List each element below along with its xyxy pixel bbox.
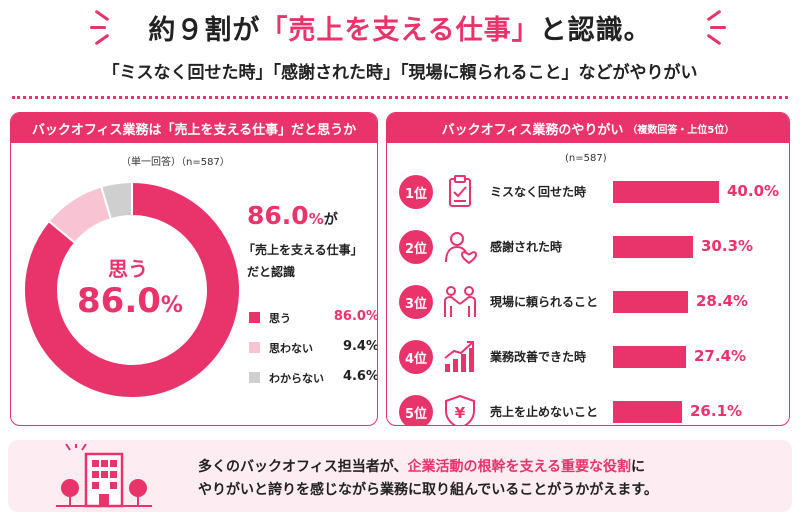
yen-shield-icon: ¥ — [445, 394, 475, 425]
right-panel-title: バックオフィス業務のやりがい （複数回答・上位5位） — [387, 113, 789, 143]
legend-value: 4.6% — [342, 369, 378, 384]
rank-value: 40.0% — [727, 182, 780, 200]
legend-item-1: 思う 86.0% — [249, 309, 378, 327]
rank-badge: 1位 — [399, 175, 433, 209]
title-post: と認識。 — [539, 15, 652, 46]
legend-label: 思う — [269, 312, 291, 325]
legend-swatch — [249, 372, 260, 383]
donut-center-unit: % — [160, 293, 183, 318]
rank-badge: 3位 — [399, 285, 433, 319]
rank-value: 30.3% — [701, 237, 754, 255]
rank-bar — [613, 401, 682, 423]
rank-bar — [613, 181, 719, 203]
legend-item-3: わからない 4.6% — [249, 369, 378, 387]
donut-chart — [23, 180, 241, 399]
rank-bar — [613, 346, 686, 368]
donut-slice-1 — [23, 180, 241, 399]
donut-center-number: 86.0 — [77, 281, 161, 321]
right-panel-title-sub: （複数回答・上位5位） — [627, 124, 735, 136]
rank-row-3: 3位 現場に頼られること 28.4% — [387, 281, 789, 321]
handshake-icon — [444, 286, 476, 317]
rank-bar — [613, 291, 688, 313]
summary-line1-highlight: 企業活動の根幹を支える重要な役割 — [407, 459, 632, 475]
legend-item-2: 思わない 9.4% — [249, 339, 378, 357]
left-panel-title: バックオフィス業務は「売上を支える仕事」だと思うか — [11, 113, 377, 143]
rank-label: 現場に頼られること — [490, 295, 599, 309]
rank-row-5: 5位 ¥ 売上を止めないこと 26.1% — [387, 391, 789, 425]
donut-center-label: 思う — [108, 257, 148, 281]
right-panel: バックオフィス業務のやりがい （複数回答・上位5位） (n=587) 1位 ミスなく… — [386, 112, 790, 426]
svg-text:¥: ¥ — [455, 404, 466, 422]
legend-swatch — [249, 342, 260, 353]
rank-row-4: 4位 業務改善できた時 27.4% — [387, 336, 789, 376]
growth-chart-icon — [444, 341, 474, 372]
building-icon — [56, 444, 152, 508]
rank-value: 26.1% — [690, 402, 743, 420]
rank-label: ミスなく回せた時 — [490, 185, 587, 199]
left-panel-note: （単一回答）（n=587） — [121, 157, 230, 168]
rank-label: 売上を止めないこと — [490, 405, 599, 419]
clipboard-check-icon — [449, 175, 471, 207]
legend-value: 86.0% — [333, 309, 378, 324]
rank-badge: 2位 — [399, 230, 433, 264]
summary-line2: やりがいと誇りを感じながら業務に取り組んでいることがうかがえます。 — [198, 482, 658, 498]
legend-label: 思わない — [269, 342, 313, 355]
left-panel: バックオフィス業務は「売上を支える仕事」だと思うか （単一回答）（n=587） … — [10, 112, 378, 426]
callout-number: 86.0 — [247, 201, 309, 230]
title-deco-right — [690, 9, 730, 46]
page-title: 約９割が「売上を支える仕事」と認識。 — [0, 8, 800, 47]
title-pre: 約９割が — [148, 15, 261, 46]
summary-line1-pre: 多くのバックオフィス担当者が、 — [198, 459, 408, 475]
title-deco-left — [88, 9, 128, 46]
legend-label: わからない — [269, 372, 324, 385]
rank-label: 業務改善できた時 — [490, 350, 587, 364]
title-highlight: 「売上を支える仕事」 — [260, 15, 540, 46]
person-heart-icon — [445, 232, 478, 265]
summary-box: 多くのバックオフィス担当者が、企業活動の根幹を支える重要な役割に やりがいと誇り… — [8, 440, 792, 512]
summary-line1: 多くのバックオフィス担当者が、企業活動の根幹を支える重要な役割に — [198, 456, 658, 479]
page-subtitle: 「ミスなく回せた時」「感謝された時」「現場に頼られること」などがやりがい — [102, 63, 698, 83]
legend-value: 9.4% — [342, 339, 378, 354]
donut-center-value: 86.0% — [77, 281, 183, 321]
summary-text: 多くのバックオフィス担当者が、企業活動の根幹を支える重要な役割に やりがいと誇り… — [198, 456, 658, 502]
rank-value: 27.4% — [694, 347, 747, 365]
right-panel-note: (n=587) — [565, 153, 607, 164]
left-panel-title-text: バックオフィス業務は「売上を支える仕事」だと思うか — [31, 122, 357, 138]
callout-value: 86.0%が — [247, 201, 338, 230]
callout-unit: % — [308, 210, 324, 228]
dotted-divider — [12, 96, 788, 99]
rank-row-1: 1位 ミスなく回せた時 40.0% — [387, 171, 789, 211]
rank-badge: 5位 — [399, 395, 433, 425]
donut-slice-3 — [99, 180, 133, 221]
rank-value: 28.4% — [696, 292, 749, 310]
rank-label: 感謝された時 — [490, 240, 563, 254]
rank-row-2: 2位 感謝された時 30.3% — [387, 226, 789, 266]
summary-line1-post: に — [631, 459, 646, 475]
rank-badge: 4位 — [399, 340, 433, 374]
callout-line2: 「売上を支える仕事」 — [243, 243, 363, 257]
right-panel-title-text: バックオフィス業務のやりがい — [441, 122, 624, 138]
callout-ga: が — [323, 212, 338, 228]
rank-bar — [613, 236, 693, 258]
legend-swatch — [249, 312, 260, 323]
callout-line3: だと認識 — [247, 265, 296, 279]
